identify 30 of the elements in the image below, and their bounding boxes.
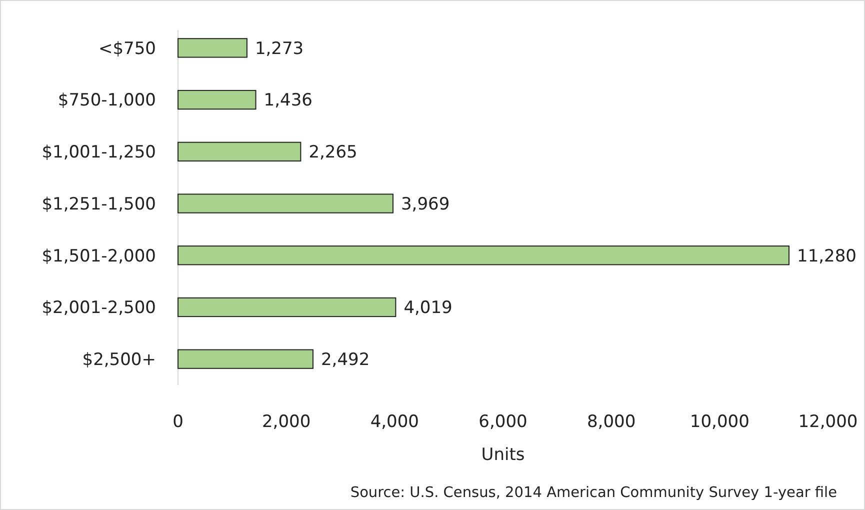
bar: [178, 142, 302, 162]
y-tick-label: $2,500+: [82, 350, 156, 370]
data-label: 3,969: [400, 194, 450, 214]
bar: [178, 194, 394, 214]
bar: [178, 297, 396, 318]
data-label: 2,492: [320, 350, 370, 370]
data-label: 2,265: [308, 142, 358, 163]
y-tick-label: $1,251-1,500: [42, 194, 156, 214]
x-tick-label: 10,000: [690, 412, 750, 432]
data-label: 4,019: [404, 298, 452, 318]
bar: [178, 349, 314, 369]
x-tick-label: 4,000: [370, 412, 420, 432]
bar: [178, 90, 256, 110]
source-note: Source: U.S. Census, 2014 American Community Survey 1-year file: [350, 485, 838, 501]
y-tick-label: <$750: [98, 38, 156, 59]
data-label: 1,273: [254, 38, 304, 59]
y-tick-label: $1,501-2,000: [42, 246, 156, 266]
x-tick-label: 2,000: [262, 412, 311, 432]
data-label: 11,280: [797, 246, 856, 266]
y-tick-label: $1,001-1,250: [42, 142, 156, 163]
y-tick-label: $750-1,000: [58, 90, 156, 111]
x-tick-label: 12,000: [798, 412, 858, 432]
bar: [178, 246, 790, 266]
bar: [178, 38, 248, 58]
x-axis-title: Units: [481, 445, 525, 465]
y-tick-label: $2,001-2,500: [42, 298, 156, 318]
x-tick-label: 6,000: [478, 412, 528, 432]
x-tick-label: 0: [172, 412, 184, 432]
x-tick-label: 8,000: [586, 412, 636, 432]
data-label: 1,436: [264, 90, 312, 111]
